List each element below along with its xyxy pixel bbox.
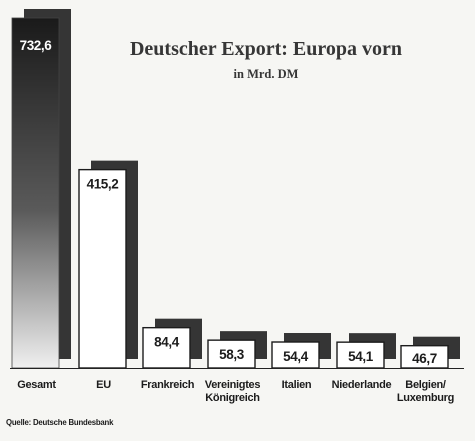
category-label: Frankreich [141,379,195,391]
bar [207,339,256,369]
category-label-line: Luxemburg [397,392,454,404]
category-label-line: Gesamt [17,379,56,391]
chart-title: Deutscher Export: Europa vorn [130,38,402,60]
bar-value-label: 415,2 [87,177,119,192]
category-label-line: Italien [282,379,312,391]
category-label: Italien [282,379,312,391]
bar [336,341,385,369]
source-note: Quelle: Deutsche Bundesbank [6,418,114,427]
bars: 732,6 415,2 84,4 58,3 54,4 54,1 46,7 [11,17,449,369]
category-label-line: Königreich [205,392,260,404]
bar [142,326,191,369]
bar-value-label: 54,1 [348,349,374,364]
chart-subtitle: in Mrd. DM [234,67,299,81]
category-label: EU [96,379,111,391]
category-labels: Gesamt EU Frankreich Vereinigtes Königreich I… [17,379,454,404]
bar-value-label: 84,4 [154,335,180,350]
bar-total [11,17,60,369]
bar [78,168,127,369]
bar-value-label: 54,4 [283,349,309,364]
category-label-line: Belgien/ [405,379,446,391]
category-label-line: EU [96,379,111,391]
category-label-line: Frankreich [141,379,195,391]
category-label: Belgien/Luxemburg [397,379,454,404]
bar-value-label: 58,3 [219,347,245,362]
bar-value-label: 732,6 [20,38,53,53]
category-label: Vereinigtes Königreich [205,379,261,404]
bar [271,341,320,369]
category-label: Gesamt [17,379,56,391]
category-label-line: Vereinigtes [205,379,261,391]
category-label: Niederlande [332,379,392,391]
category-label-line: Niederlande [332,379,392,391]
bar-value-label: 46,7 [412,351,437,366]
